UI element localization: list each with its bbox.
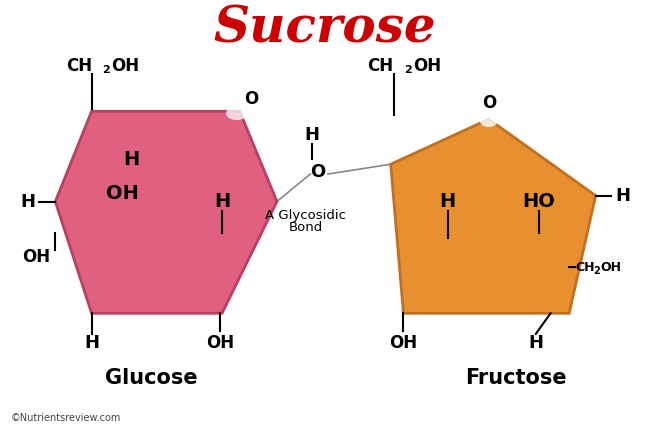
Text: 2: 2 [103, 65, 110, 75]
Text: OH: OH [413, 57, 441, 75]
Text: H: H [528, 334, 543, 352]
Text: CH: CH [66, 57, 92, 75]
Text: OH: OH [601, 261, 621, 274]
Text: H: H [616, 187, 630, 205]
Polygon shape [55, 111, 277, 313]
Text: 2: 2 [404, 65, 412, 75]
Text: H: H [305, 126, 320, 144]
Text: CH: CH [367, 57, 394, 75]
Text: CH: CH [575, 261, 595, 274]
Polygon shape [391, 119, 595, 313]
Text: H: H [439, 192, 456, 211]
Text: Glucose: Glucose [105, 368, 198, 388]
Text: Fructose: Fructose [465, 368, 567, 388]
Text: A Glycosidic: A Glycosidic [265, 209, 346, 222]
Text: O: O [482, 94, 496, 112]
Text: OH: OH [105, 184, 138, 203]
Text: ©Nutrientsreview.com: ©Nutrientsreview.com [10, 413, 121, 423]
Text: OH: OH [111, 57, 139, 75]
Text: H: H [20, 193, 35, 211]
Text: OH: OH [389, 334, 417, 352]
Text: O: O [311, 163, 326, 181]
Ellipse shape [226, 106, 248, 120]
Text: HO: HO [523, 192, 555, 211]
Text: OH: OH [21, 248, 50, 266]
Text: Sucrose: Sucrose [214, 4, 436, 54]
Text: OH: OH [206, 334, 234, 352]
Text: O: O [244, 90, 259, 108]
Ellipse shape [480, 115, 498, 127]
Text: H: H [84, 334, 99, 352]
Text: H: H [124, 150, 140, 169]
Text: H: H [214, 192, 230, 211]
Text: 2: 2 [593, 266, 601, 276]
Text: Bond: Bond [288, 221, 322, 235]
